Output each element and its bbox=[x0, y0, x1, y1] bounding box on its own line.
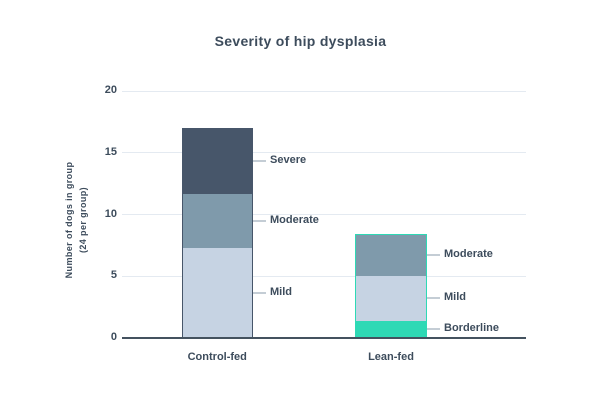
gridline-y10 bbox=[122, 214, 526, 215]
segment-label-moderate: Moderate bbox=[270, 213, 319, 226]
segment-label-mild: Mild bbox=[444, 290, 466, 303]
segment-label-mild: Mild bbox=[270, 285, 292, 298]
y-tick-label-0: 0 bbox=[110, 331, 117, 343]
plot-area: 0 5 10 15 20 Mild Moderate Severe Control-fed Bor… bbox=[105, 84, 526, 363]
gridline-y15 bbox=[122, 152, 526, 154]
y-tick-label-10: 10 bbox=[104, 207, 117, 220]
leader-line-moderate bbox=[421, 253, 440, 256]
gridline-y20 bbox=[122, 90, 526, 92]
segment-severe bbox=[182, 129, 252, 194]
segment-moderate bbox=[182, 194, 252, 249]
x-label-lean-fed: Lean-fed bbox=[368, 351, 414, 363]
segment-label-severe: Severe bbox=[270, 153, 307, 166]
segment-mild bbox=[356, 275, 426, 322]
y-axis-title-line1: Number of dogs in group bbox=[64, 161, 75, 279]
leader-line-mild bbox=[421, 296, 440, 299]
segment-moderate bbox=[356, 235, 426, 276]
chart-title: Severity of hip dysplasia bbox=[214, 33, 387, 49]
bar-control-fed bbox=[181, 128, 253, 338]
segment-label-moderate: Moderate bbox=[444, 247, 493, 260]
leader-line-moderate bbox=[247, 219, 266, 222]
bar-lean-fed bbox=[355, 234, 427, 338]
leader-line-severe bbox=[247, 159, 266, 162]
y-tick-label-15: 15 bbox=[104, 145, 117, 158]
gridline-y5 bbox=[122, 275, 526, 277]
leader-line-mild bbox=[247, 291, 266, 294]
segment-mild bbox=[182, 248, 252, 337]
y-axis-title: Number of dogs in group (24 per group) bbox=[63, 162, 91, 279]
x-label-control-fed: Control-fed bbox=[187, 351, 247, 363]
y-axis-title-line2: (24 per group) bbox=[78, 186, 88, 254]
leader-line-borderline bbox=[421, 328, 440, 331]
y-tick-label-5: 5 bbox=[110, 269, 117, 282]
x-axis-baseline bbox=[122, 337, 526, 339]
segment-label-borderline: Borderline bbox=[444, 322, 500, 335]
segment-borderline bbox=[356, 321, 426, 337]
y-tick-label-20: 20 bbox=[104, 84, 117, 96]
